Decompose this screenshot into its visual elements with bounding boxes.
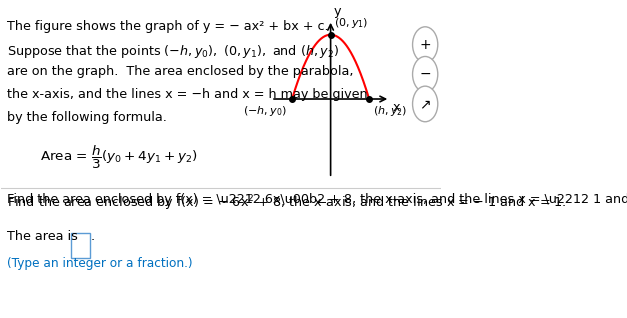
Text: −: − — [419, 67, 431, 81]
Circle shape — [413, 27, 438, 62]
Circle shape — [413, 57, 438, 92]
Text: x: x — [393, 101, 400, 114]
Text: (Type an integer or a fraction.): (Type an integer or a fraction.) — [7, 257, 192, 270]
Text: The area is: The area is — [7, 230, 78, 243]
Text: Area = $\dfrac{h}{3}\left(y_0 + 4y_1 + y_2\right)$: Area = $\dfrac{h}{3}\left(y_0 + 4y_1 + y… — [40, 143, 198, 171]
Text: $(h,y_2)$: $(h,y_2)$ — [372, 104, 407, 118]
Text: are on the graph.  The area enclosed by the parabola,: are on the graph. The area enclosed by t… — [7, 66, 354, 78]
Text: Suppose that the points $(-h,y_0),\ (0,y_1),$ and $(h,y_2)$: Suppose that the points $(-h,y_0),\ (0,y… — [7, 43, 339, 59]
Text: the x-axis, and the lines x = −h and x = h may be given: the x-axis, and the lines x = −h and x =… — [7, 88, 367, 101]
Text: $(0,y_1)$: $(0,y_1)$ — [334, 16, 369, 30]
Text: +: + — [419, 38, 431, 52]
Text: The figure shows the graph of y = − ax² + bx + c.: The figure shows the graph of y = − ax² … — [7, 20, 329, 33]
Text: $(-h,y_0)$: $(-h,y_0)$ — [243, 104, 287, 118]
Text: ↗: ↗ — [419, 97, 431, 111]
Circle shape — [413, 86, 438, 122]
Text: by the following formula.: by the following formula. — [7, 111, 167, 124]
Text: Find the area enclosed by f(x) = \u2212 6x\u00b2 + 8, the x-axis, and the lines : Find the area enclosed by f(x) = \u2212 … — [7, 193, 627, 206]
Text: Find the area enclosed by f(x) = $-$ 6x$^2$ + 8, the x-axis, and the lines x = $: Find the area enclosed by f(x) = $-$ 6x$… — [7, 193, 567, 212]
FancyBboxPatch shape — [71, 232, 90, 258]
Text: y: y — [334, 5, 342, 18]
Text: .: . — [91, 230, 95, 243]
